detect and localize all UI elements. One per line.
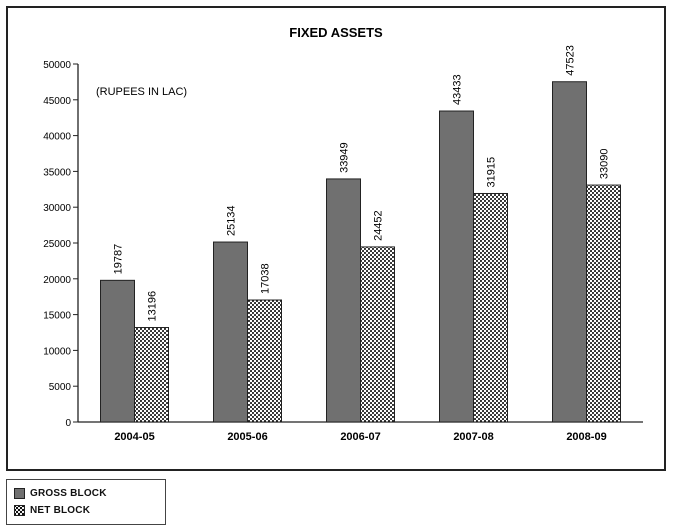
x-tick-label: 2005-06	[227, 431, 267, 443]
bar-gross-block	[326, 178, 361, 423]
bar-gross-block	[100, 279, 135, 423]
bar-net-block	[360, 246, 395, 423]
legend-label-net-block: NET BLOCK	[30, 505, 91, 516]
chart-units: (RUPEES IN LAC)	[96, 86, 187, 98]
data-label-net-block: 24452	[373, 210, 385, 241]
y-tick-label: 15000	[43, 311, 71, 322]
bar-net-block	[473, 192, 508, 423]
x-tick-label: 2006-07	[340, 431, 380, 443]
chart-labels: 19787 13196 25134 17038 33949 24452 43433 31915…	[113, 45, 611, 321]
y-tick-label: 45000	[43, 96, 71, 107]
y-tick-label: 35000	[43, 167, 71, 178]
bar-net-block	[134, 327, 169, 423]
y-tick-label: 20000	[43, 275, 71, 286]
data-label-net-block: 13196	[147, 291, 159, 322]
legend-item-net-block: NET BLOCK	[14, 502, 158, 519]
y-tick-label: 0	[65, 418, 71, 429]
data-label-gross-block: 25134	[226, 205, 238, 236]
legend-label-gross-block: GROSS BLOCK	[30, 488, 107, 499]
chart-axes: 0 5000 10000 15000 20000 25000 30000 35000 40000…	[43, 60, 643, 443]
y-tick-label: 40000	[43, 132, 71, 143]
data-label-net-block: 31915	[486, 157, 498, 188]
y-tick-label: 5000	[49, 382, 72, 393]
data-label-gross-block: 33949	[339, 142, 351, 173]
legend-item-gross-block: GROSS BLOCK	[14, 485, 158, 502]
data-label-net-block: 17038	[260, 263, 272, 294]
chart-title: FIXED ASSETS	[289, 25, 383, 40]
bar-net-block	[586, 184, 621, 423]
y-tick-label: 25000	[43, 239, 71, 250]
bar-net-block	[247, 299, 282, 423]
data-label-gross-block: 43433	[452, 74, 464, 105]
x-tick-label: 2004-05	[114, 431, 154, 443]
chart-legend: GROSS BLOCK NET BLOCK	[6, 479, 166, 525]
net-block-swatch	[14, 505, 25, 516]
data-label-net-block: 33090	[599, 148, 611, 179]
y-tick-label: 30000	[43, 203, 71, 214]
chart-frame: FIXED ASSETS (RUPEES IN LAC) 0 5000 10000 1…	[6, 6, 666, 471]
bar-gross-block	[213, 241, 248, 423]
data-label-gross-block: 19787	[113, 244, 125, 275]
data-label-gross-block: 47523	[565, 45, 577, 76]
y-tick-label: 50000	[43, 60, 71, 71]
fixed-assets-chart: FIXED ASSETS (RUPEES IN LAC) 0 5000 10000 1…	[43, 25, 643, 443]
chart-bars	[100, 81, 621, 423]
gross-block-swatch	[14, 488, 25, 499]
x-tick-label: 2008-09	[566, 431, 606, 443]
y-tick-label: 10000	[43, 346, 71, 357]
bar-gross-block	[552, 81, 587, 423]
x-tick-label: 2007-08	[453, 431, 493, 443]
bar-gross-block	[439, 110, 474, 423]
